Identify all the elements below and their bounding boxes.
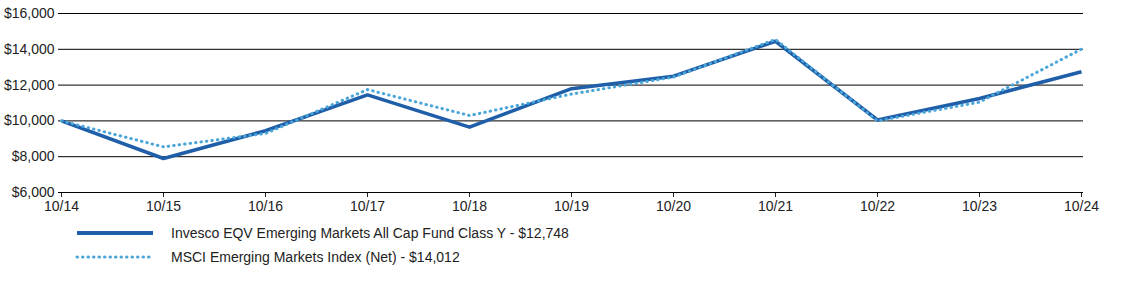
svg-text:10/18: 10/18	[452, 198, 487, 214]
svg-text:10/21: 10/21	[758, 198, 793, 214]
svg-text:10/24: 10/24	[1064, 198, 1099, 214]
svg-text:10/20: 10/20	[656, 198, 691, 214]
svg-text:10/14: 10/14	[44, 198, 79, 214]
svg-text:$14,000: $14,000	[4, 41, 55, 57]
svg-text:10/19: 10/19	[554, 198, 589, 214]
svg-text:10/23: 10/23	[962, 198, 997, 214]
svg-text:10/22: 10/22	[860, 198, 895, 214]
svg-text:$10,000: $10,000	[4, 112, 55, 128]
svg-text:$12,000: $12,000	[4, 77, 55, 93]
svg-text:10/17: 10/17	[350, 198, 385, 214]
svg-text:$8,000: $8,000	[12, 148, 55, 164]
svg-text:$16,000: $16,000	[4, 5, 55, 21]
svg-text:$6,000: $6,000	[11, 184, 55, 200]
html-text:MSCI Emerging Markets Index (N: MSCI Emerging Markets Index (Net) - $14,…	[171, 249, 460, 265]
svg-text:10/15: 10/15	[146, 198, 181, 214]
svg-text:10/16: 10/16	[248, 198, 283, 214]
html-text:Invesco EQV Emerging Markets A: Invesco EQV Emerging Markets All Cap Fun…	[171, 225, 569, 241]
